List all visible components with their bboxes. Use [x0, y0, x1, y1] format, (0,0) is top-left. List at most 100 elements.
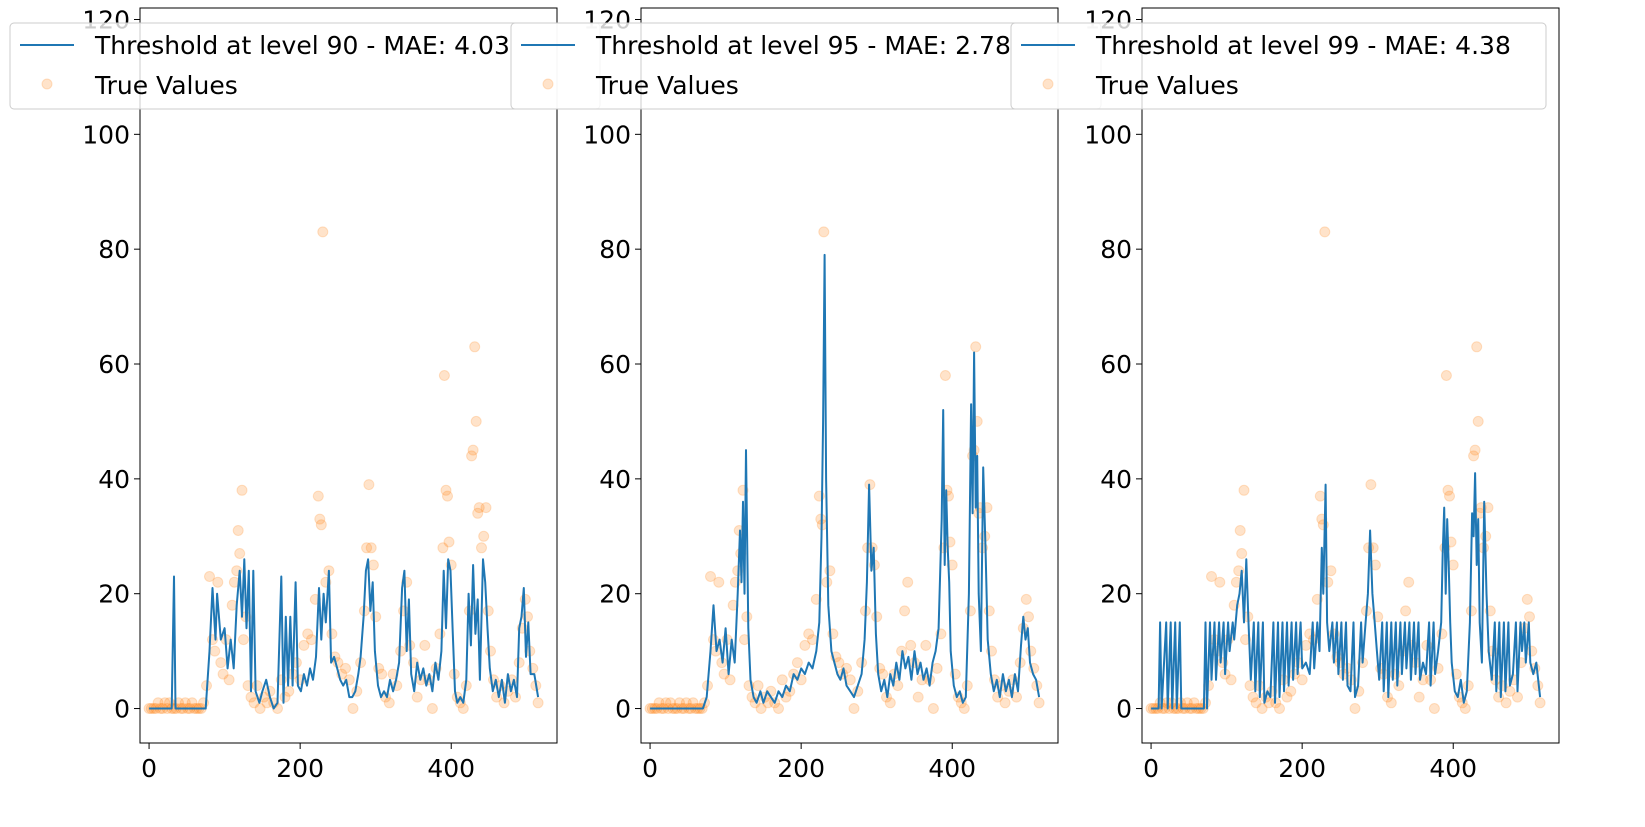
true-value-point: [1250, 697, 1262, 709]
true-value-point: [1236, 548, 1248, 559]
true-value-point: [724, 674, 736, 686]
true-value-point: [1274, 703, 1285, 714]
true-value-point: [232, 525, 244, 536]
y-tick-label: 20: [599, 580, 631, 609]
true-value-point: [958, 703, 970, 714]
true-value-point: [317, 226, 329, 238]
true-value-point: [1256, 703, 1268, 714]
true-value-point: [217, 668, 229, 680]
true-value-point: [476, 542, 487, 554]
true-value-point: [1238, 484, 1250, 496]
true-value-point: [905, 639, 917, 651]
true-value-point: [1385, 697, 1397, 709]
y-tick-label: 100: [1084, 120, 1132, 149]
true-value-point: [212, 576, 224, 588]
true-value-point: [708, 634, 719, 646]
legend: Threshold at level 90 - MAE: 4.03 True Va…: [9, 22, 601, 110]
true-value-point: [437, 542, 449, 554]
true-value-point: [1524, 611, 1535, 623]
legend: Threshold at level 99 - MAE: 4.38 True Va…: [1010, 22, 1547, 110]
axes-frame: [640, 7, 1059, 744]
true-value-point: [1403, 576, 1415, 588]
true-value-point: [473, 502, 485, 514]
true-value-point: [1214, 576, 1226, 588]
true-value-point: [438, 370, 450, 381]
true-value-point: [1413, 691, 1425, 703]
legend-label-true-values: True Values: [94, 71, 238, 100]
x-tick-label: 200: [276, 754, 324, 783]
y-tick-label: 80: [1100, 235, 1132, 264]
true-value-point: [1234, 525, 1246, 536]
y-tick-label: 80: [98, 235, 130, 264]
true-value-point: [1459, 703, 1471, 714]
true-value-point: [223, 674, 235, 686]
true-value-point: [713, 576, 725, 588]
true-value-point: [443, 536, 455, 548]
true-value-point: [1400, 605, 1412, 617]
true-value-point: [383, 697, 395, 709]
true-value-point: [1465, 605, 1477, 617]
true-value-point: [1285, 685, 1297, 697]
true-value-point: [365, 542, 377, 554]
true-value-point: [1440, 370, 1452, 381]
true-value-point: [457, 703, 469, 714]
true-values-points: [143, 226, 544, 714]
true-value-point: [939, 370, 951, 381]
legend-marker-swatch: [542, 78, 554, 90]
true-value-point: [970, 341, 982, 353]
true-value-point: [532, 697, 544, 709]
x-tick-label: 400: [427, 754, 475, 783]
true-value-point: [946, 559, 958, 571]
threshold-line: [1151, 472, 1542, 710]
true-value-point: [480, 502, 492, 514]
threshold-line: [650, 253, 1041, 710]
true-value-point: [1319, 226, 1331, 238]
true-value-point: [1471, 341, 1483, 353]
x-tick-label: 0: [1143, 754, 1159, 783]
true-value-point: [426, 703, 438, 714]
true-value-point: [931, 662, 943, 674]
true-value-point: [824, 565, 836, 577]
axes-frame: [139, 7, 558, 744]
true-value-point: [238, 634, 249, 646]
true-value-point: [1025, 645, 1037, 657]
true-value-point: [1468, 450, 1480, 462]
true-value-point: [434, 628, 446, 640]
true-value-point: [1526, 645, 1538, 657]
legend-label-true-values: True Values: [1095, 71, 1239, 100]
true-value-point: [283, 685, 295, 697]
true-value-point: [1393, 680, 1405, 692]
y-tick-label: 80: [599, 235, 631, 264]
y-tick-label: 100: [583, 120, 631, 149]
true-value-point: [1462, 680, 1474, 692]
true-value-point: [482, 605, 494, 617]
y-tick-label: 0: [114, 695, 130, 724]
x-tick-label: 400: [1429, 754, 1477, 783]
true-value-point: [912, 691, 924, 703]
true-value-point: [1534, 697, 1546, 709]
true-value-point: [1023, 611, 1034, 623]
true-value-point: [752, 680, 764, 692]
true-value-point: [1442, 484, 1454, 496]
true-value-point: [1469, 444, 1481, 456]
true-value-point: [419, 639, 431, 651]
true-value-point: [370, 611, 382, 623]
legend-label-true-values: True Values: [595, 71, 739, 100]
y-tick-label: 20: [98, 580, 130, 609]
true-value-point: [466, 450, 478, 462]
true-value-point: [1281, 691, 1293, 703]
true-value-point: [467, 444, 479, 456]
true-value-point: [884, 697, 896, 709]
true-value-point: [1225, 674, 1237, 686]
true-value-point: [807, 634, 818, 646]
true-value-point: [1521, 593, 1533, 605]
true-value-point: [1365, 479, 1377, 491]
true-value-point: [302, 628, 314, 640]
legend: Threshold at level 95 - MAE: 2.78 True Va…: [510, 22, 1102, 110]
true-value-point: [1444, 490, 1455, 502]
y-tick-label: 40: [98, 465, 130, 494]
true-value-point: [485, 645, 496, 657]
y-tick-label: 40: [1100, 465, 1132, 494]
true-value-point: [920, 639, 932, 651]
